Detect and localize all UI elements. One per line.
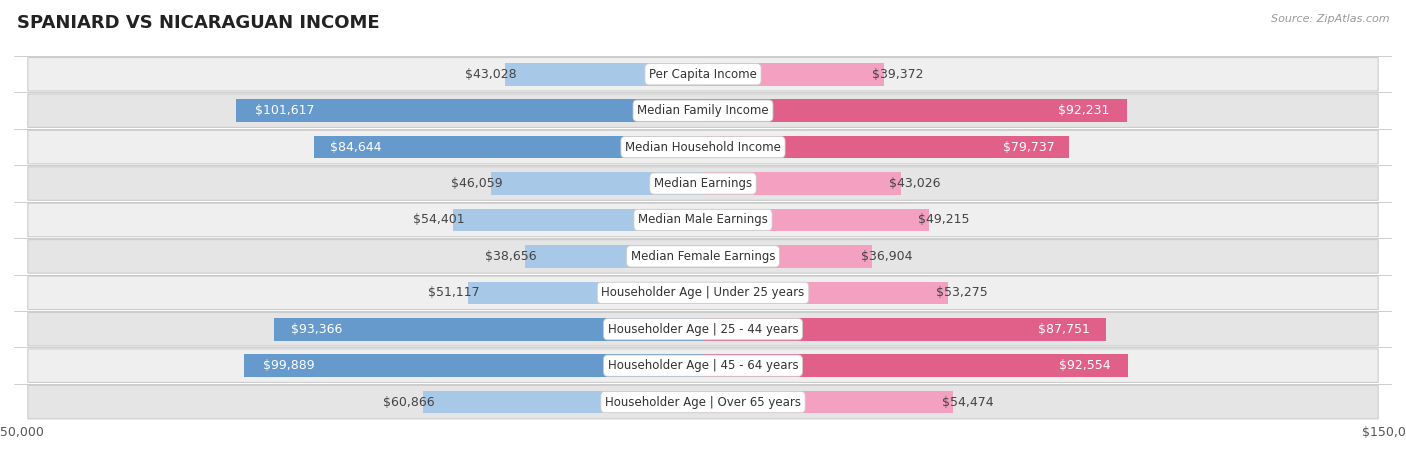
Bar [703, 99, 1126, 122]
Text: $99,889: $99,889 [263, 359, 314, 372]
FancyBboxPatch shape [28, 276, 1378, 310]
Bar [505, 63, 703, 85]
Text: $38,656: $38,656 [485, 250, 537, 263]
Text: SPANIARD VS NICARAGUAN INCOME: SPANIARD VS NICARAGUAN INCOME [17, 14, 380, 32]
Bar [703, 318, 1107, 340]
Text: $92,231: $92,231 [1059, 104, 1109, 117]
Text: $46,059: $46,059 [451, 177, 503, 190]
Text: $39,372: $39,372 [872, 68, 924, 81]
Text: $43,026: $43,026 [889, 177, 941, 190]
Text: Source: ZipAtlas.com: Source: ZipAtlas.com [1271, 14, 1389, 24]
Bar [526, 245, 703, 268]
Text: Median Earnings: Median Earnings [654, 177, 752, 190]
Text: $54,401: $54,401 [413, 213, 464, 226]
Bar [274, 318, 703, 340]
FancyBboxPatch shape [28, 312, 1378, 346]
Bar [236, 99, 703, 122]
FancyBboxPatch shape [28, 349, 1378, 382]
Text: Median Male Earnings: Median Male Earnings [638, 213, 768, 226]
FancyBboxPatch shape [28, 167, 1378, 200]
Text: $79,737: $79,737 [1002, 141, 1054, 154]
Text: $49,215: $49,215 [918, 213, 969, 226]
Text: Per Capita Income: Per Capita Income [650, 68, 756, 81]
Text: Median Household Income: Median Household Income [626, 141, 780, 154]
Bar [492, 172, 703, 195]
Bar [703, 136, 1069, 158]
Bar [703, 172, 901, 195]
Text: $43,028: $43,028 [465, 68, 517, 81]
Text: $87,751: $87,751 [1038, 323, 1090, 336]
Text: $54,474: $54,474 [942, 396, 993, 409]
Text: $93,366: $93,366 [291, 323, 343, 336]
Bar [703, 209, 929, 231]
FancyBboxPatch shape [28, 57, 1378, 91]
Bar [703, 282, 948, 304]
Bar [314, 136, 703, 158]
Text: $53,275: $53,275 [936, 286, 988, 299]
Bar [703, 354, 1128, 377]
Bar [453, 209, 703, 231]
Text: $60,866: $60,866 [384, 396, 434, 409]
Text: $51,117: $51,117 [427, 286, 479, 299]
Text: $84,644: $84,644 [330, 141, 381, 154]
FancyBboxPatch shape [28, 203, 1378, 237]
Bar [703, 245, 873, 268]
Text: Householder Age | 25 - 44 years: Householder Age | 25 - 44 years [607, 323, 799, 336]
FancyBboxPatch shape [28, 130, 1378, 164]
FancyBboxPatch shape [28, 385, 1378, 419]
Text: $101,617: $101,617 [254, 104, 315, 117]
Text: Householder Age | Over 65 years: Householder Age | Over 65 years [605, 396, 801, 409]
Bar [245, 354, 703, 377]
Bar [703, 391, 953, 413]
Text: $36,904: $36,904 [860, 250, 912, 263]
FancyBboxPatch shape [28, 240, 1378, 273]
Text: $92,554: $92,554 [1060, 359, 1111, 372]
Text: Householder Age | 45 - 64 years: Householder Age | 45 - 64 years [607, 359, 799, 372]
Text: Median Family Income: Median Family Income [637, 104, 769, 117]
Bar [468, 282, 703, 304]
Bar [703, 63, 884, 85]
FancyBboxPatch shape [28, 94, 1378, 127]
Text: Householder Age | Under 25 years: Householder Age | Under 25 years [602, 286, 804, 299]
Text: Median Female Earnings: Median Female Earnings [631, 250, 775, 263]
Bar [423, 391, 703, 413]
